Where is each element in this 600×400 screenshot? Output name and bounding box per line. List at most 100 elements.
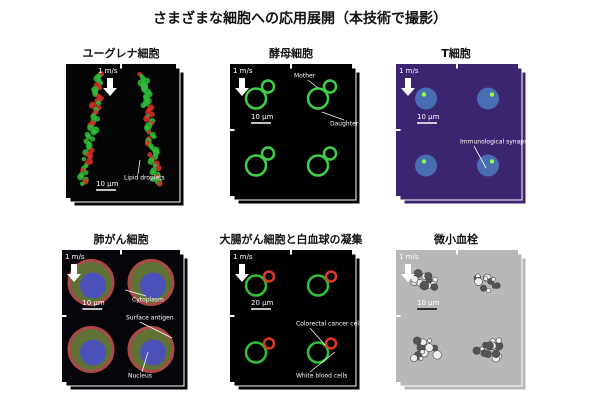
- platelet: [424, 343, 434, 353]
- chlorophyll: [140, 102, 147, 109]
- flow-speed: 1 m/s: [65, 253, 85, 261]
- cell: [260, 146, 276, 161]
- flow-arrow: [401, 78, 415, 96]
- cell: [306, 87, 330, 110]
- chlorophyll: [81, 156, 87, 162]
- nucleus: [140, 339, 166, 366]
- flow-speed: 1 m/s: [98, 67, 118, 75]
- flow-speed: 1 m/s: [233, 67, 253, 75]
- cell: [322, 79, 338, 94]
- cell: [477, 87, 499, 110]
- cell: [244, 154, 268, 177]
- annotation-pointer: [473, 145, 487, 169]
- platelet: [424, 272, 433, 281]
- platelet: [480, 284, 487, 292]
- panel-title: T細胞: [441, 46, 471, 60]
- annotation-pointer: [309, 351, 336, 373]
- platelet: [427, 338, 433, 343]
- chlorophyll: [147, 157, 155, 165]
- platelet: [432, 350, 442, 360]
- image-tile: [230, 131, 290, 196]
- scale-label: 10 μm: [251, 113, 274, 121]
- annotation: Colorectal cancer cell: [296, 321, 361, 328]
- panel-title: 大腸がん細胞と白血球の凝集: [220, 232, 364, 246]
- platelet: [492, 349, 501, 358]
- chlorophyll: [90, 129, 97, 136]
- platelet: [410, 354, 418, 362]
- flow-arrow: [103, 78, 117, 96]
- annotation-pointer: [124, 289, 147, 297]
- platelet: [419, 280, 430, 291]
- image-tiles: [62, 64, 527, 391]
- figure-title: さまざまな細胞への応用展開（本技術で撮影）: [153, 10, 447, 27]
- image-tile: [292, 317, 352, 382]
- annotation: Daughter: [330, 121, 359, 128]
- image-tile: [292, 64, 352, 129]
- cancer-cell: [244, 274, 268, 297]
- platelet: [419, 349, 425, 355]
- platelet: [485, 341, 494, 351]
- image-tile: [292, 131, 352, 196]
- synapse: [489, 92, 495, 97]
- image-tile: [230, 250, 290, 315]
- flow-arrow: [401, 264, 415, 282]
- nucleus: [80, 339, 106, 366]
- chlorophyll: [89, 136, 96, 142]
- flow-arrow: [235, 264, 249, 282]
- nucleus: [80, 272, 106, 299]
- chlorophyll: [155, 164, 162, 172]
- annotation: Lipid droplets: [124, 175, 165, 182]
- platelet: [430, 283, 439, 291]
- chlorophyll: [156, 180, 163, 187]
- annotation-pointer: [309, 327, 326, 346]
- platelet: [413, 336, 422, 345]
- chlorophyll: [83, 170, 89, 175]
- annotation: Immunological synapse: [460, 139, 531, 146]
- chlorophyll: [143, 115, 150, 123]
- annotation: White blood cells: [296, 373, 347, 380]
- chlorophyll: [150, 176, 157, 183]
- chlorophyll: [77, 173, 84, 181]
- cell: [415, 87, 437, 110]
- platelet: [410, 275, 419, 283]
- chlorophyll: [146, 91, 153, 98]
- annotation: Mother: [294, 73, 316, 80]
- scale-label: 10 μm: [417, 113, 440, 121]
- chlorophyll: [147, 152, 153, 158]
- platelet: [491, 283, 498, 289]
- cell: [415, 154, 437, 177]
- scale-label: 10 μm: [96, 180, 119, 188]
- cell: [306, 154, 330, 177]
- synapse: [421, 92, 427, 97]
- image-tile: [230, 64, 290, 129]
- annotation-pointer: [321, 111, 345, 121]
- flow-speed: 1 m/s: [399, 67, 419, 75]
- cancer-cell: [306, 341, 330, 364]
- chlorophyll: [79, 181, 85, 187]
- wbc: [262, 270, 276, 283]
- chlorophyll: [151, 134, 157, 140]
- panel-title: 肺がん細胞: [94, 232, 149, 246]
- chlorophyll: [148, 111, 155, 118]
- annotation-pointer: [141, 351, 149, 373]
- platelet: [480, 349, 488, 357]
- flow-arrow: [67, 264, 81, 282]
- nucleus: [140, 272, 166, 299]
- platelet: [483, 276, 488, 281]
- scale-label: 10 μm: [417, 299, 440, 307]
- labels: ユーグレナ細胞 酵母細胞 T細胞 肺がん細胞 大腸がん細胞と白血球の凝集 微小血…: [65, 46, 531, 380]
- flow-speed: 1 m/s: [399, 253, 419, 261]
- platelet: [472, 346, 481, 355]
- platelet: [486, 287, 492, 293]
- cancer-cell: [306, 274, 330, 297]
- synapse: [421, 159, 427, 164]
- platelet: [495, 337, 502, 344]
- image-tile: [292, 250, 352, 315]
- wbc: [324, 337, 338, 350]
- annotation: Cytoplasm: [132, 297, 164, 304]
- cell: [260, 79, 276, 94]
- wbc: [324, 270, 338, 283]
- panel-title: ユーグレナ細胞: [83, 46, 160, 60]
- cancer-cell: [244, 341, 268, 364]
- annotation-pointer: [137, 159, 141, 175]
